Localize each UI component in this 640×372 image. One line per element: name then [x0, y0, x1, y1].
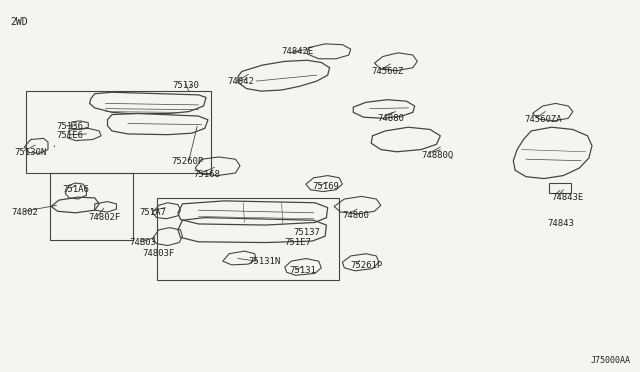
- Text: 74843E: 74843E: [552, 193, 584, 202]
- Text: 75260P: 75260P: [172, 157, 204, 166]
- Text: 75131: 75131: [289, 266, 316, 275]
- Text: 75130N: 75130N: [14, 148, 46, 157]
- Text: J75000AA: J75000AA: [590, 356, 630, 365]
- Text: 74843: 74843: [547, 219, 574, 228]
- Text: 74B03: 74B03: [129, 238, 156, 247]
- Text: 75136: 75136: [56, 122, 83, 131]
- Text: 74880: 74880: [378, 114, 404, 123]
- Text: 75261P: 75261P: [351, 262, 383, 270]
- Text: 74880Q: 74880Q: [421, 151, 453, 160]
- Text: 75137: 75137: [293, 228, 320, 237]
- Text: 74560ZA: 74560ZA: [525, 115, 563, 124]
- Text: 751A7: 751A7: [140, 208, 166, 217]
- Text: 74842E: 74842E: [282, 47, 314, 56]
- Bar: [50, 173, 133, 240]
- Bar: [26, 91, 211, 173]
- Text: 2WD: 2WD: [10, 17, 28, 27]
- Text: 75130: 75130: [173, 81, 200, 90]
- Text: 75169: 75169: [312, 182, 339, 191]
- Text: 751A6: 751A6: [63, 185, 90, 194]
- Text: 751E6: 751E6: [56, 131, 83, 140]
- Text: 75168: 75168: [193, 170, 220, 179]
- Text: 75131N: 75131N: [248, 257, 280, 266]
- Text: 74860: 74860: [342, 211, 369, 219]
- Text: 74560Z: 74560Z: [371, 67, 403, 76]
- Text: 74802: 74802: [12, 208, 38, 217]
- Bar: [157, 198, 339, 280]
- Text: 74842: 74842: [227, 77, 254, 86]
- Text: 74802F: 74802F: [88, 213, 120, 222]
- Text: 751E7: 751E7: [285, 238, 312, 247]
- Text: 74803F: 74803F: [142, 249, 174, 258]
